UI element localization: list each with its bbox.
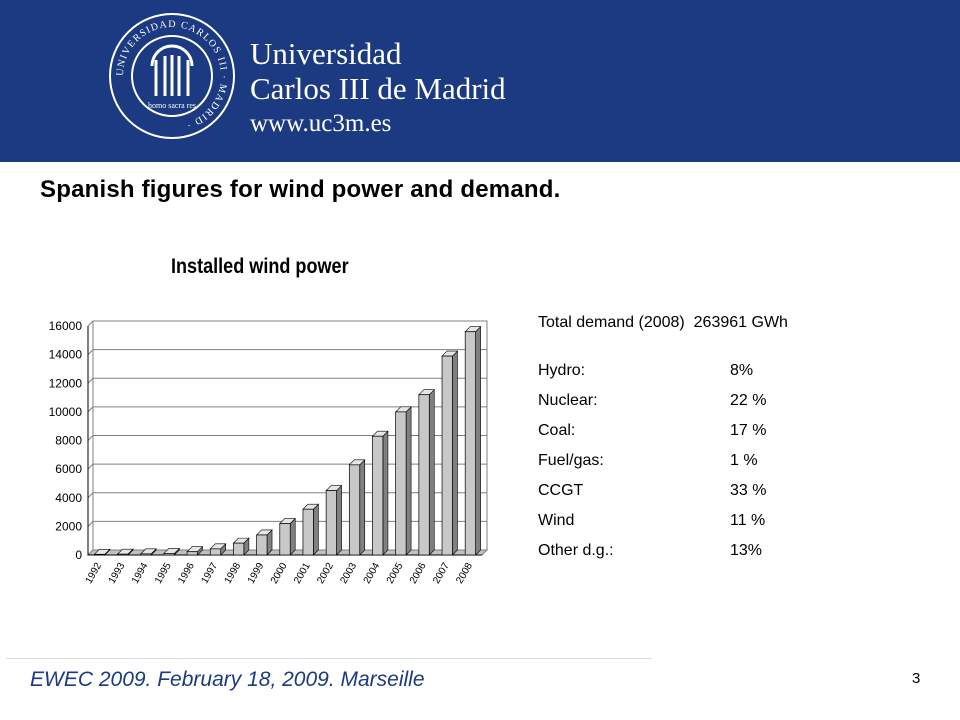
university-seal-logo: UNIVERSIDAD CARLOS III · MADRID · homo s… <box>109 13 235 139</box>
bar <box>441 355 453 556</box>
x-tick-label: 2004 <box>362 561 383 586</box>
x-tick-label: 2008 <box>454 561 475 586</box>
y-tick-label: 16000 <box>49 319 83 333</box>
y-tick-label: 0 <box>75 548 82 562</box>
bar <box>464 331 476 556</box>
footer-divider <box>6 658 652 659</box>
gridline-depth <box>87 406 94 413</box>
bar-side <box>405 406 412 556</box>
slide-title: Spanish figures for wind power and deman… <box>40 176 561 203</box>
total-demand-label: Total demand (2008) <box>538 314 685 331</box>
bar <box>279 523 291 556</box>
share-label: Wind <box>538 512 575 529</box>
gridline-depth <box>87 349 94 355</box>
gridline-depth <box>87 320 94 327</box>
y-tick-label: 6000 <box>55 462 82 476</box>
x-tick-label: 2001 <box>292 561 313 586</box>
x-tick-label: 2000 <box>269 561 290 586</box>
university-name: Universidad Carlos III de Madrid www.uc3… <box>250 36 506 142</box>
x-tick-label: 2003 <box>338 561 359 586</box>
share-label: Coal: <box>538 422 576 439</box>
share-label: Fuel/gas: <box>538 452 604 469</box>
page-number: 3 <box>912 670 921 687</box>
university-name-line2: Carlos III de Madrid <box>250 71 506 106</box>
bar-side <box>289 517 296 556</box>
share-value: 1 % <box>730 452 758 469</box>
bar-side <box>382 430 389 556</box>
x-tick-label: 1999 <box>246 561 267 586</box>
share-label: Hydro: <box>538 362 586 379</box>
gridline-depth <box>87 435 94 441</box>
x-tick-label: 2007 <box>431 561 452 586</box>
bar-side <box>452 350 458 556</box>
x-tick-label: 2005 <box>385 561 406 586</box>
header-banner: UNIVERSIDAD CARLOS III · MADRID · homo s… <box>0 0 960 162</box>
share-label: Other d.g.: <box>538 542 614 559</box>
share-value: 8% <box>730 362 754 379</box>
bar <box>209 548 222 556</box>
y-tick-label: 10000 <box>49 405 83 419</box>
bar <box>325 490 337 556</box>
x-tick-label: 2002 <box>315 561 336 586</box>
gridline-depth <box>87 521 94 527</box>
seal-motto: homo sacra res <box>148 101 196 110</box>
y-tick-label: 14000 <box>49 348 83 362</box>
gridline-depth <box>87 463 94 470</box>
share-value: 22 % <box>730 392 767 409</box>
total-demand-line: Total demand (2008) 263961 GWh <box>538 314 788 332</box>
x-tick-label: 2006 <box>408 561 429 586</box>
university-url: www.uc3m.es <box>250 110 392 137</box>
x-tick-label: 1996 <box>176 561 197 586</box>
bar <box>372 435 384 556</box>
share-row-wind: Wind 11 % <box>538 512 788 542</box>
bar <box>348 464 361 556</box>
bar-side <box>359 459 366 556</box>
footer-conference: EWEC 2009. February 18, 2009. Marseille <box>30 668 425 691</box>
x-tick-label: 1992 <box>84 561 105 586</box>
bar-side <box>475 326 481 556</box>
demand-stats: Total demand (2008) 263961 GWh Hydro: 8%… <box>538 314 788 572</box>
bar-side <box>336 484 342 556</box>
share-value: 13% <box>730 542 763 559</box>
bar <box>163 553 175 556</box>
gridline-depth <box>87 492 94 499</box>
y-tick-label: 2000 <box>55 519 82 533</box>
share-value: 33 % <box>730 482 767 499</box>
bar <box>233 542 245 556</box>
bar <box>256 534 268 556</box>
university-name-line1: Universidad <box>250 36 402 71</box>
bar <box>418 394 430 556</box>
bar-side <box>428 388 435 556</box>
share-label: Nuclear: <box>538 392 598 409</box>
bar-side <box>313 503 319 556</box>
share-row-other-dg: Other d.g.: 13% <box>538 542 788 572</box>
share-value: 11 % <box>730 512 766 529</box>
total-demand-value: 263961 GWh <box>693 314 788 331</box>
chart-title: Installed wind power <box>171 255 349 278</box>
y-tick-label: 8000 <box>55 434 82 448</box>
share-row-nuclear: Nuclear: 22 % <box>538 392 788 422</box>
gridline-depth <box>87 377 94 384</box>
share-row-hydro: Hydro: 8% <box>538 362 788 392</box>
x-tick-label: 1997 <box>199 561 220 586</box>
share-label: CCGT <box>538 482 584 499</box>
bar <box>117 553 129 556</box>
y-tick-label: 12000 <box>49 376 83 390</box>
share-row-ccgt: CCGT 33 % <box>538 482 788 512</box>
x-tick-label: 1993 <box>107 561 128 586</box>
x-tick-label: 1998 <box>223 561 244 586</box>
installed-wind-power-chart: 0 2000 4000 6000 8000 10000 12000 14000 16000 199… <box>49 319 489 586</box>
bar <box>302 508 314 556</box>
bar <box>94 553 106 556</box>
bar <box>140 553 152 556</box>
share-row-fuel-gas: Fuel/gas: 1 % <box>538 452 788 482</box>
y-tick-label: 4000 <box>55 491 82 505</box>
bar <box>186 551 198 556</box>
bar <box>395 411 407 556</box>
share-row-coal: Coal: 17 % <box>538 422 788 452</box>
share-value: 17 % <box>730 422 767 439</box>
x-tick-label: 1995 <box>153 561 174 586</box>
x-tick-label: 1994 <box>130 561 151 586</box>
